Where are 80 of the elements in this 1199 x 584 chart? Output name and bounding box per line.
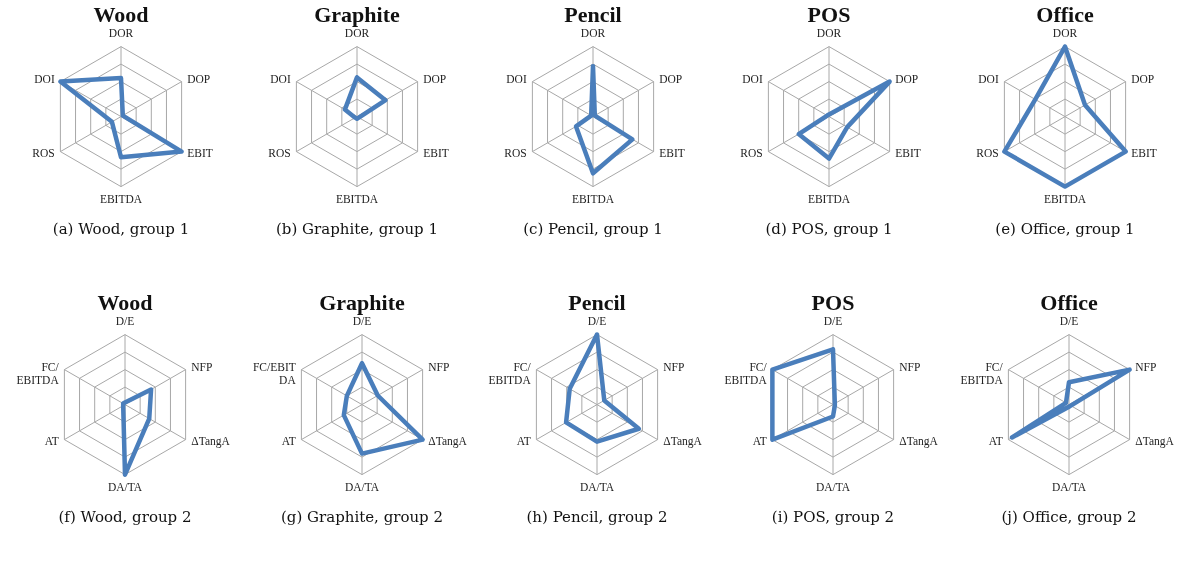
spoke-label: EBITDA: [1043, 192, 1087, 205]
spoke-label: EBITDA: [99, 192, 143, 205]
spoke-label: DOP: [423, 72, 447, 85]
spoke-label: DA/TA: [815, 480, 851, 493]
spoke-label: FC/ EBITDA: [16, 360, 60, 386]
spoke-label: ΔTangA: [191, 434, 231, 448]
spoke-label: DOP: [187, 72, 211, 85]
spoke-label: ΔTangA: [663, 434, 703, 448]
spoke-label: DA/TA: [344, 480, 380, 493]
spoke-label: EBIT: [423, 146, 449, 159]
text: (f) Wood, group 2: [58, 507, 192, 526]
spoke-label: D/E: [587, 315, 607, 328]
spoke-label: DOR: [816, 27, 842, 40]
chart-title: Office: [1036, 2, 1094, 27]
spoke-label: DOR: [108, 27, 134, 40]
spoke-label: D/E: [1059, 315, 1079, 328]
chart-title: Graphite: [314, 2, 400, 27]
spoke-label: D/E: [352, 315, 372, 328]
text: (c) Pencil, group 1: [523, 219, 663, 238]
spoke-label: EBIT: [187, 146, 213, 159]
chart-title: Office: [1040, 290, 1098, 315]
spoke-label: NFP: [191, 360, 213, 373]
spoke-label: D/E: [115, 315, 135, 328]
spoke-label: FC/ EBITDA: [488, 360, 532, 386]
spoke-label: EBIT: [1131, 146, 1157, 159]
text: (g) Graphite, group 2: [280, 507, 444, 526]
spoke-label: EBITDA: [571, 192, 615, 205]
spoke-label: ROS: [268, 146, 291, 159]
text: (a) Wood, group 1: [52, 219, 190, 238]
spoke-label: NFP: [899, 360, 921, 373]
spoke-label: EBIT: [659, 146, 685, 159]
spoke-label: DOR: [344, 27, 370, 40]
spoke-label: DOI: [270, 72, 291, 85]
chart-title: Pencil: [564, 2, 622, 27]
spoke-label: EBIT: [895, 146, 921, 159]
spoke-label: AT: [516, 434, 531, 447]
spoke-label: NFP: [663, 360, 685, 373]
spoke-label: ROS: [32, 146, 55, 159]
text: (d) POS, group 1: [765, 219, 893, 238]
spoke-label: DOI: [34, 72, 55, 85]
text: (i) POS, group 2: [771, 507, 895, 526]
spoke-label: DA/TA: [1051, 480, 1087, 493]
chart-title: Pencil: [568, 290, 626, 315]
chart-title: POS: [807, 2, 851, 27]
text: (j) Office, group 2: [1001, 507, 1137, 526]
spoke-label: NFP: [1135, 360, 1157, 373]
spoke-label: FC/ EBITDA: [960, 360, 1004, 386]
text: (b) Graphite, group 1: [275, 219, 439, 238]
spoke-label: AT: [281, 434, 296, 447]
spoke-label: DOP: [1131, 72, 1155, 85]
spoke-label: ΔTangA: [1135, 434, 1175, 448]
chart-title: Wood: [93, 2, 149, 27]
spoke-label: D/E: [823, 315, 843, 328]
spoke-label: DA/TA: [579, 480, 615, 493]
text: (e) Office, group 1: [995, 219, 1135, 238]
spoke-label: DOI: [506, 72, 527, 85]
spoke-label: ΔTangA: [428, 434, 468, 448]
chart-title: Wood: [97, 290, 153, 315]
chart-title: POS: [811, 290, 855, 315]
spoke-label: EBITDA: [807, 192, 851, 205]
spoke-label: ROS: [504, 146, 527, 159]
spoke-label: DOR: [580, 27, 606, 40]
text: (h) Pencil, group 2: [526, 507, 668, 526]
spoke-label: DA/TA: [107, 480, 143, 493]
spoke-label: DOI: [978, 72, 999, 85]
spoke-label: NFP: [428, 360, 450, 373]
spoke-label: ROS: [740, 146, 763, 159]
spoke-label: ΔTangA: [899, 434, 939, 448]
spoke-label: ROS: [976, 146, 999, 159]
spoke-label: FC/ EBITDA: [724, 360, 768, 386]
spoke-label: DOP: [895, 72, 919, 85]
spoke-label: EBITDA: [335, 192, 379, 205]
spoke-label: FC/EBIT DA: [252, 360, 297, 386]
spoke-label: AT: [44, 434, 59, 447]
spoke-label: DOI: [742, 72, 763, 85]
spoke-label: AT: [988, 434, 1003, 447]
spoke-label: DOP: [659, 72, 683, 85]
chart-title: Graphite: [319, 290, 405, 315]
spoke-label: AT: [752, 434, 767, 447]
spoke-label: DOR: [1052, 27, 1078, 40]
